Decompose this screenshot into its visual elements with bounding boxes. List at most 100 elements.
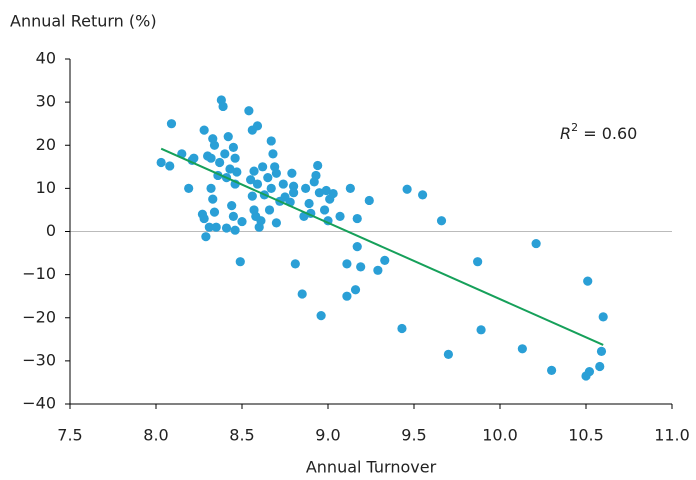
point (316, 310, 326, 321)
point (268, 149, 278, 159)
point (517, 344, 527, 354)
point (206, 183, 216, 193)
point (598, 312, 608, 322)
x-tick-label: 9.0 (315, 426, 340, 445)
point (473, 257, 483, 267)
point (208, 194, 218, 204)
x-tick-label: 7.5 (57, 426, 82, 445)
y-tick-label: −20 (22, 307, 56, 326)
point (289, 188, 299, 198)
point (380, 255, 390, 265)
point (311, 170, 321, 181)
point (165, 161, 175, 171)
point (271, 218, 281, 228)
point (228, 142, 238, 153)
point (443, 349, 453, 360)
annotation-exponent: 2 (571, 121, 578, 134)
point (223, 132, 233, 142)
point (289, 181, 299, 191)
y-tick-label: 10 (36, 178, 56, 197)
y-tick-label: 40 (36, 49, 56, 68)
annotation-text: = 0.60 (578, 124, 637, 143)
point (225, 164, 235, 174)
point (313, 160, 323, 171)
point (342, 291, 352, 301)
point (266, 183, 276, 193)
point (264, 205, 275, 215)
point (211, 222, 221, 232)
point (206, 153, 216, 163)
x-tick-label: 10.0 (482, 426, 518, 445)
point (297, 289, 307, 299)
x-axis-label: Annual Turnover (306, 458, 437, 477)
point (215, 157, 225, 168)
point (258, 162, 268, 172)
annotation-symbol: R (560, 124, 571, 143)
point (350, 285, 361, 295)
point (595, 361, 605, 372)
point (345, 183, 355, 193)
point (166, 119, 177, 129)
point (547, 365, 557, 375)
point (256, 216, 266, 226)
point (364, 195, 374, 206)
x-tick-label: 10.5 (568, 426, 604, 445)
point (584, 367, 595, 377)
point (184, 183, 194, 193)
point (328, 188, 338, 199)
point (230, 225, 240, 235)
point (201, 232, 211, 242)
x-tick-label: 8.0 (143, 426, 168, 445)
point (266, 136, 276, 146)
point (230, 153, 240, 163)
point (209, 140, 220, 150)
point (290, 259, 300, 269)
point (335, 211, 345, 222)
point (342, 259, 352, 269)
point (476, 325, 486, 335)
point (221, 223, 232, 233)
point (199, 125, 209, 135)
point (220, 149, 230, 159)
point (209, 207, 220, 217)
x-tick-label: 9.5 (401, 426, 426, 445)
annotation: R2 = 0.60 (560, 121, 637, 143)
point (227, 201, 237, 211)
point (247, 191, 257, 201)
point (278, 179, 288, 189)
point (287, 168, 297, 178)
y-tick-label: −40 (22, 394, 56, 413)
y-tick-label: 20 (36, 135, 56, 154)
point (235, 257, 245, 267)
point (252, 121, 263, 131)
point (263, 172, 273, 183)
point (436, 216, 447, 226)
y-tick-label: 30 (36, 92, 56, 111)
point (228, 211, 238, 222)
point (397, 323, 407, 334)
point (232, 167, 242, 177)
y-tick-label: −30 (22, 350, 56, 369)
point (321, 185, 331, 196)
trend-line (160, 147, 604, 346)
point (402, 184, 412, 194)
point (246, 175, 256, 185)
point (252, 179, 263, 189)
point (189, 153, 199, 163)
point (596, 346, 607, 356)
point (356, 262, 366, 272)
y-tick-label: −10 (22, 264, 56, 283)
point (531, 238, 541, 249)
point (204, 222, 214, 232)
x-tick-label: 11.0 (654, 426, 690, 445)
point (352, 241, 362, 252)
point (373, 265, 383, 275)
y-axis-label: Annual Return (%) (10, 12, 157, 31)
y-tick-label: 0 (46, 221, 56, 240)
point (244, 106, 254, 116)
point (218, 101, 228, 112)
point (319, 205, 330, 215)
point (237, 216, 247, 227)
point (583, 276, 593, 286)
